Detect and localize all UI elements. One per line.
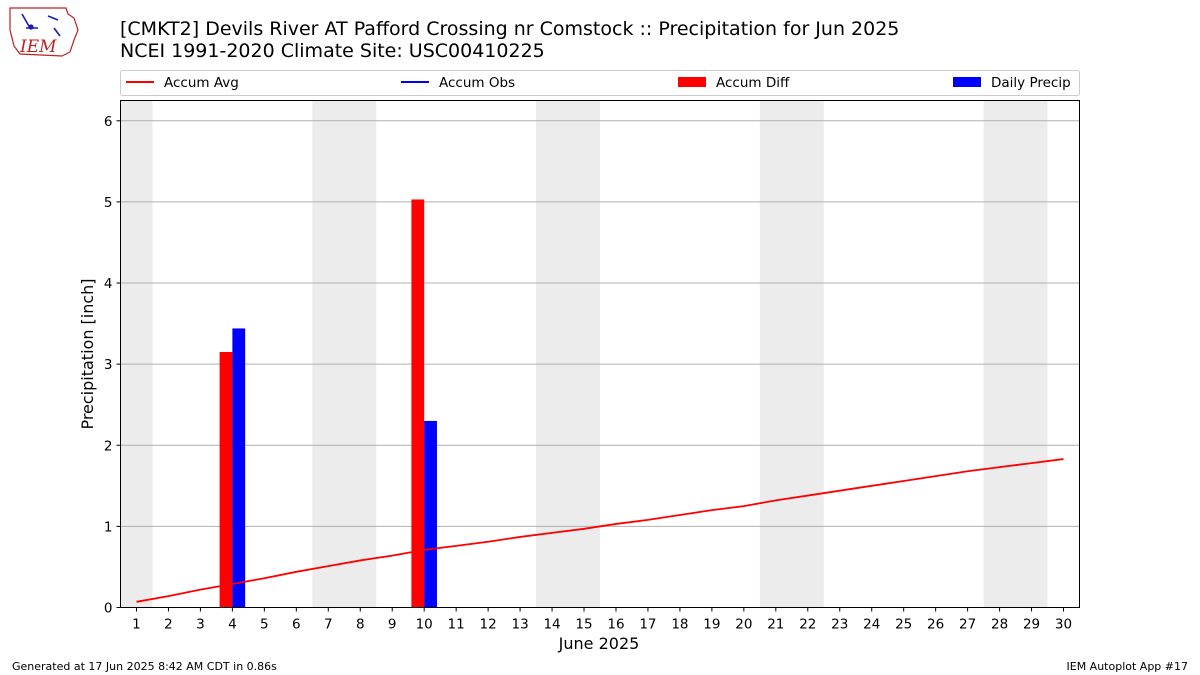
x-tick-label: 4 xyxy=(228,617,237,633)
y-tick-label: 3 xyxy=(104,357,113,373)
x-tick-label: 30 xyxy=(1055,617,1072,633)
x-axis-label: June 2025 xyxy=(558,634,640,653)
bar-accum-diff xyxy=(411,199,425,608)
y-tick-label: 5 xyxy=(104,195,113,211)
x-tick-label: 23 xyxy=(831,617,848,633)
x-tick-label: 25 xyxy=(895,617,912,633)
weekend-band xyxy=(759,100,824,608)
iem-logo: IEM xyxy=(9,7,79,57)
x-tick-label: 24 xyxy=(863,617,880,633)
y-tick-label: 0 xyxy=(104,601,113,617)
y-axis-label: Precipitation [inch] xyxy=(78,278,97,429)
x-tick-label: 27 xyxy=(959,617,976,633)
weekend-band xyxy=(120,100,153,608)
bar-daily-precip xyxy=(232,328,246,608)
footer-app: IEM Autoplot App #17 xyxy=(1067,660,1189,673)
x-tick-label: 15 xyxy=(575,617,592,633)
x-tick-label: 17 xyxy=(639,617,656,633)
y-tick-label: 4 xyxy=(104,276,113,292)
x-tick-label: 21 xyxy=(767,617,784,633)
x-tick-label: 13 xyxy=(511,617,528,633)
x-tick-label: 29 xyxy=(1023,617,1040,633)
legend-box xyxy=(120,70,1080,96)
x-tick-label: 26 xyxy=(927,617,944,633)
chart-title-line1: [CMKT2] Devils River AT Pafford Crossing… xyxy=(120,18,899,40)
weekend-bands xyxy=(120,100,1048,608)
x-tick-label: 6 xyxy=(292,617,301,633)
series-lines xyxy=(136,458,1064,603)
logo-text: IEM xyxy=(19,37,57,57)
weekend-band xyxy=(983,100,1048,608)
x-tick-label: 8 xyxy=(356,617,365,633)
y-tick-label: 1 xyxy=(104,519,113,535)
y-tick-label: 2 xyxy=(104,438,113,454)
x-tick-label: 11 xyxy=(448,617,465,633)
bar-daily-precip xyxy=(424,420,437,608)
x-tick-label: 7 xyxy=(324,617,333,633)
x-tick-label: 14 xyxy=(543,617,560,633)
x-tick-label: 5 xyxy=(260,617,269,633)
x-tick-label: 22 xyxy=(799,617,816,633)
station-dot-icon xyxy=(28,24,34,30)
x-tick-label: 9 xyxy=(388,617,397,633)
iowa-outline-icon xyxy=(9,7,79,57)
weekend-band xyxy=(536,100,600,608)
axes: 1 2 3 4 5 6 7 8 9 10 11 12 13 14 15 16 17 18 19 20 21 22 23 24 2… xyxy=(104,100,1080,633)
x-tick-label: 16 xyxy=(607,617,624,633)
x-tick-label: 18 xyxy=(671,617,688,633)
y-tick-label: 6 xyxy=(104,114,113,130)
plot-frame xyxy=(120,100,1080,608)
legend-label: Accum Diff xyxy=(716,75,790,91)
legend: Accum Avg Accum Obs Accum Diff Daily Precip xyxy=(126,75,1071,91)
footer-generated: Generated at 17 Jun 2025 8:42 AM CDT in … xyxy=(12,660,277,673)
x-tick-label: 2 xyxy=(164,617,173,633)
legend-label: Daily Precip xyxy=(991,75,1071,91)
legend-swatch-bar xyxy=(953,77,981,87)
chart-title-line2: NCEI 1991-2020 Climate Site: USC00410225 xyxy=(120,40,545,62)
weather-station-icon xyxy=(21,13,61,37)
bar-accum-diff xyxy=(219,351,233,608)
x-tick-label: 1 xyxy=(132,617,141,633)
x-tick-label: 20 xyxy=(735,617,752,633)
x-tick-label: 19 xyxy=(703,617,720,633)
x-tick-label: 10 xyxy=(416,617,433,633)
weekend-band xyxy=(312,100,377,608)
x-tick-label: 28 xyxy=(991,617,1008,633)
line-accum-avg xyxy=(136,458,1064,603)
x-tick-label: 12 xyxy=(480,617,497,633)
bars xyxy=(219,199,437,608)
legend-label: Accum Obs xyxy=(439,75,515,91)
legend-label: Accum Avg xyxy=(164,75,239,91)
legend-swatch-bar xyxy=(678,77,706,87)
x-tick-label: 3 xyxy=(196,617,205,633)
